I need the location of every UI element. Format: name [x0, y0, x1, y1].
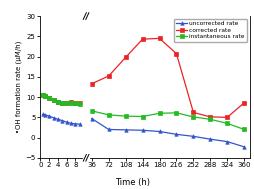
Line: uncorrected rate: uncorrected rate: [90, 117, 245, 149]
corrected rate: [242, 102, 245, 104]
Line: corrected rate: corrected rate: [90, 37, 245, 119]
uncorrected rate: [174, 133, 177, 136]
corrected rate: [124, 56, 127, 59]
Legend: uncorrected rate, corrected rate, instantaneous rate: uncorrected rate, corrected rate, instan…: [173, 19, 246, 42]
uncorrected rate: [90, 117, 93, 120]
corrected rate: [107, 75, 110, 77]
instantaneous rate: [90, 110, 93, 112]
uncorrected rate: [208, 138, 211, 140]
instantaneous rate: [208, 118, 211, 120]
Text: Time (h): Time (h): [115, 178, 150, 187]
instantaneous rate: [124, 115, 127, 117]
corrected rate: [90, 83, 93, 85]
instantaneous rate: [107, 114, 110, 116]
instantaneous rate: [191, 116, 194, 118]
corrected rate: [191, 111, 194, 114]
uncorrected rate: [140, 129, 144, 131]
corrected rate: [225, 116, 228, 119]
corrected rate: [174, 53, 177, 55]
instantaneous rate: [242, 128, 245, 131]
instantaneous rate: [174, 112, 177, 114]
corrected rate: [208, 116, 211, 118]
instantaneous rate: [225, 122, 228, 125]
uncorrected rate: [242, 146, 245, 148]
uncorrected rate: [191, 135, 194, 137]
instantaneous rate: [157, 112, 161, 114]
instantaneous rate: [140, 115, 144, 118]
corrected rate: [140, 38, 144, 40]
uncorrected rate: [124, 129, 127, 131]
Line: instantaneous rate: instantaneous rate: [90, 109, 245, 131]
Y-axis label: •OH formation rate (μM/h): •OH formation rate (μM/h): [16, 41, 22, 133]
uncorrected rate: [107, 128, 110, 131]
uncorrected rate: [157, 130, 161, 133]
corrected rate: [157, 37, 161, 40]
uncorrected rate: [225, 140, 228, 143]
